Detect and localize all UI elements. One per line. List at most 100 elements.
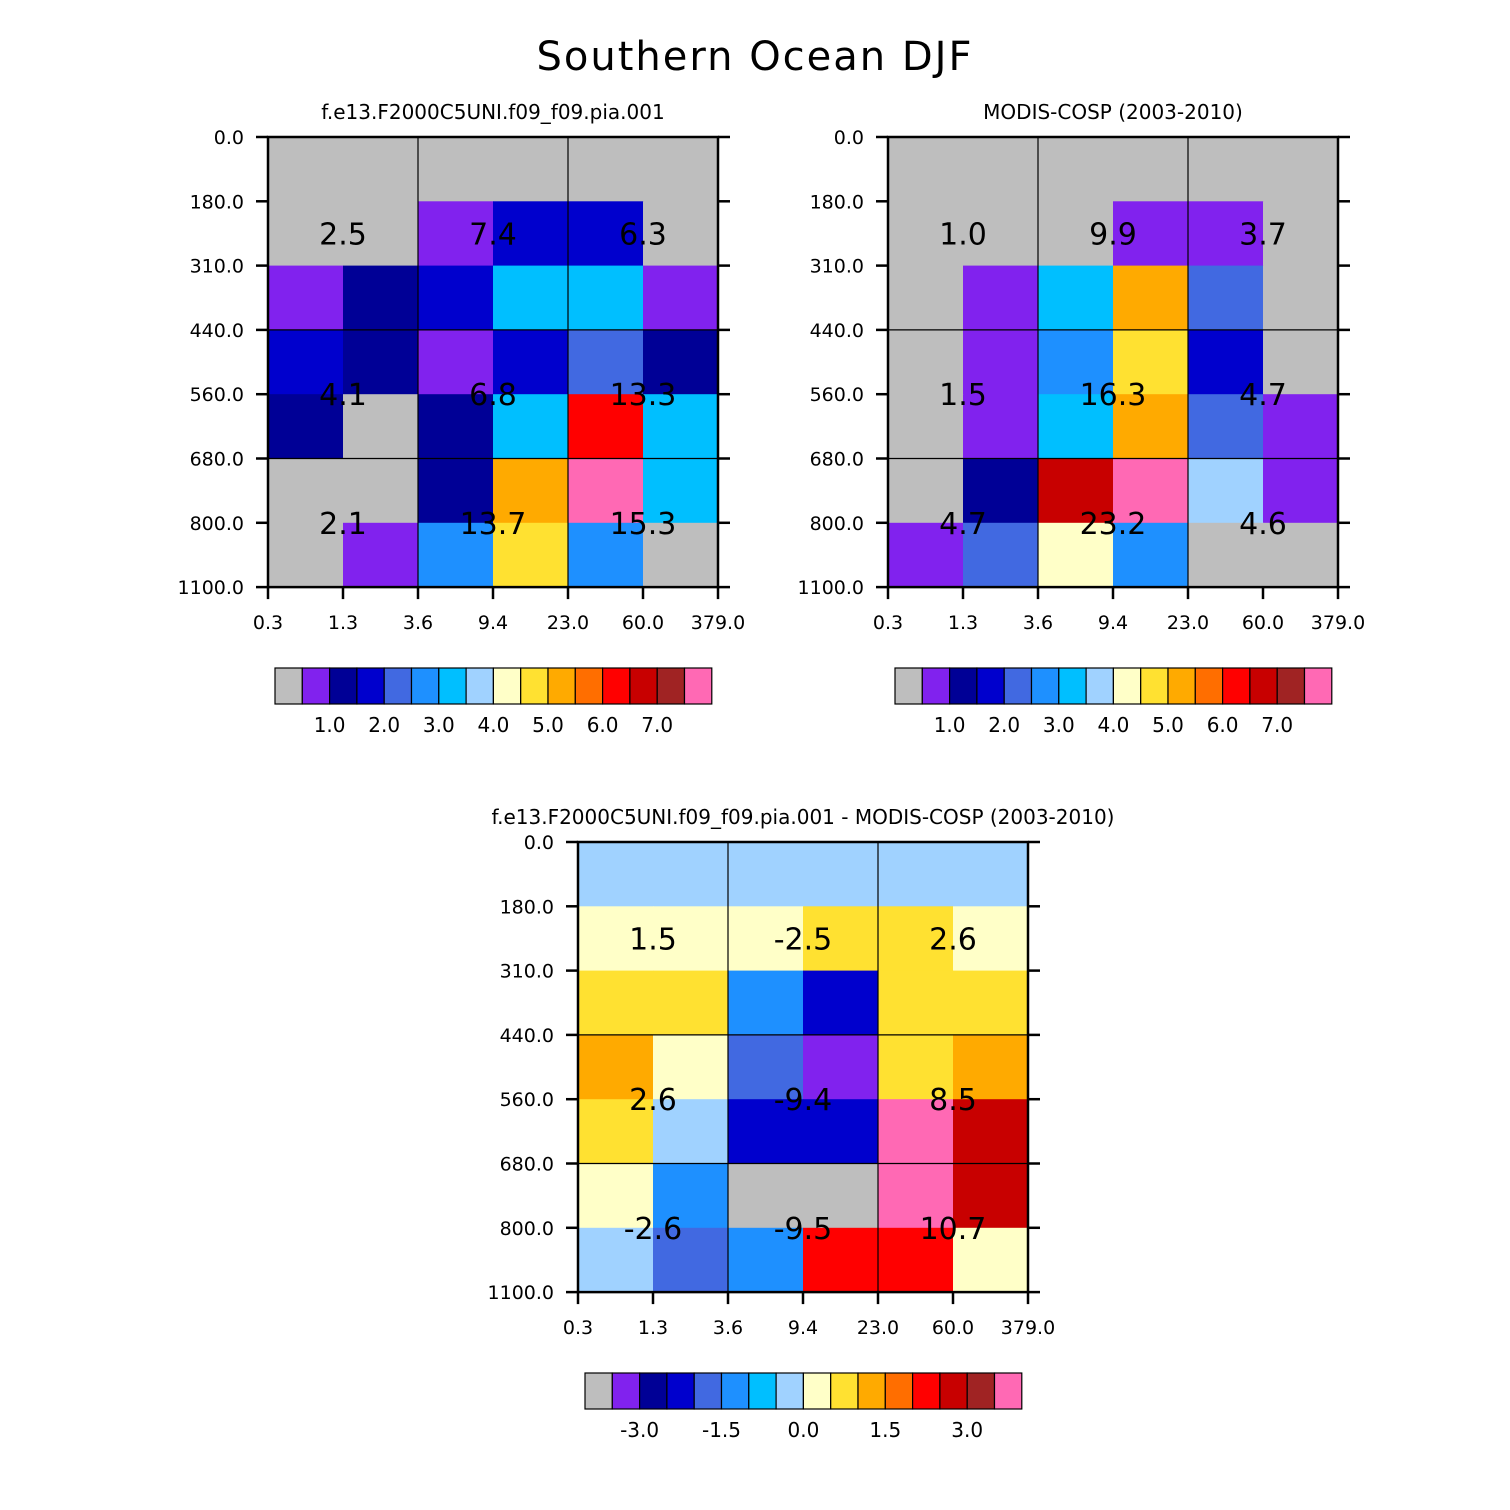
group-value-label: -9.5 xyxy=(774,1212,833,1247)
heatmap-cell xyxy=(728,970,804,1036)
heatmap-cell xyxy=(653,906,729,972)
colorbar-label: 1.5 xyxy=(869,1418,901,1442)
group-value-label: 13.3 xyxy=(610,378,677,413)
heatmap-cell xyxy=(418,522,494,588)
heatmap-cell xyxy=(888,329,964,395)
heatmap-cell xyxy=(803,1163,879,1229)
colorbar-box xyxy=(976,667,1005,705)
y-tick-label: 440.0 xyxy=(500,1025,554,1047)
heatmap-cell xyxy=(953,1034,1029,1100)
panels: f.e13.F2000C5UNI.f09_f09.pia.001 0.0 180.0… xyxy=(178,100,1366,1442)
heatmap-cell xyxy=(1263,137,1339,202)
heatmap-cell xyxy=(268,201,344,267)
colorbar-box xyxy=(492,667,522,705)
heatmap-cell xyxy=(728,906,804,972)
y-tick-label: 310.0 xyxy=(190,256,244,278)
x-tick-label: 1.3 xyxy=(638,1317,668,1339)
group-value-label: 4.7 xyxy=(939,507,987,542)
colorbar-box xyxy=(775,1372,804,1410)
heatmap-cell xyxy=(653,1034,729,1100)
x-tick-label: 60.0 xyxy=(1242,612,1284,634)
heatmap-cell xyxy=(1188,201,1264,267)
y-tick-label: 1100.0 xyxy=(798,577,864,599)
heatmap-cell xyxy=(643,458,719,524)
heatmap-cell xyxy=(953,1163,1029,1229)
heatmap-cell xyxy=(888,265,964,331)
x-tick-label: 60.0 xyxy=(932,1317,974,1339)
heatmap-cell xyxy=(963,329,1039,395)
y-tick-label: 560.0 xyxy=(500,1089,554,1111)
heatmap-cell xyxy=(493,329,569,395)
heatmap-cell xyxy=(1263,329,1339,395)
heatmap-cell xyxy=(878,842,954,907)
group-value-label: 4.1 xyxy=(319,378,367,413)
heatmap-cell xyxy=(1038,201,1114,267)
group-value-label: -2.6 xyxy=(624,1212,683,1247)
heatmap-cell xyxy=(268,394,344,460)
heatmap-cell xyxy=(878,1034,954,1100)
colorbar-box xyxy=(574,667,604,705)
colorbar-box xyxy=(329,667,358,705)
x-tick-label: 1.3 xyxy=(328,612,358,634)
group-value-label: -2.5 xyxy=(774,922,833,957)
heatmap-cell xyxy=(1263,458,1339,524)
heatmap-cell xyxy=(653,1099,729,1165)
y-tick-label: 180.0 xyxy=(190,191,244,213)
heatmap-cell xyxy=(1038,137,1114,202)
colorbar-box xyxy=(720,1372,750,1410)
panel-diff: f.e13.F2000C5UNI.f09_f09.pia.001 - MODIS… xyxy=(488,805,1115,1442)
colorbar-box xyxy=(274,667,303,705)
colorbar-box xyxy=(1276,667,1306,705)
y-tick-label: 0.0 xyxy=(214,127,244,149)
heatmap-cell xyxy=(343,522,419,588)
heatmap-cell xyxy=(578,842,654,907)
colorbar-box xyxy=(601,667,631,705)
heatmap-cell xyxy=(728,1163,804,1229)
group-value-label: 16.3 xyxy=(1080,378,1147,413)
heatmap-cell xyxy=(878,906,954,972)
heatmap-cell xyxy=(653,1227,729,1293)
y-tick-label: 0.0 xyxy=(524,832,554,854)
group-value-label: 4.7 xyxy=(1239,378,1287,413)
group-value-label: 1.5 xyxy=(939,378,987,413)
heatmap-cell xyxy=(1038,394,1114,460)
colorbar-box xyxy=(894,667,923,705)
heatmap-cell xyxy=(343,458,419,524)
heatmap-cell xyxy=(728,1099,804,1165)
colorbar-box xyxy=(547,667,576,705)
heatmap-cell xyxy=(728,1034,804,1100)
colorbar-box xyxy=(666,1372,695,1410)
colorbar-box xyxy=(1303,667,1333,705)
panel-title: f.e13.F2000C5UNI.f09_f09.pia.001 xyxy=(321,100,664,124)
heatmap-cell xyxy=(888,394,964,460)
colorbar-label: 3.0 xyxy=(423,713,455,737)
heatmap-cell xyxy=(803,1099,879,1165)
y-tick-label: 180.0 xyxy=(500,896,554,918)
x-tick-label: 379.0 xyxy=(691,612,745,634)
group-value-label: 7.4 xyxy=(469,217,517,252)
colorbar-box xyxy=(1140,667,1169,705)
heatmap-cell xyxy=(568,137,644,202)
colorbar-label: 7.0 xyxy=(1261,713,1293,737)
group-value-label: 2.1 xyxy=(319,507,367,542)
y-tick-label: 800.0 xyxy=(810,513,864,535)
colorbar-box xyxy=(911,1372,941,1410)
group-value-label: 1.0 xyxy=(939,217,987,252)
colorbar-box xyxy=(1249,667,1278,705)
heatmap-cell xyxy=(493,458,569,524)
group-value-label: 23.2 xyxy=(1080,507,1147,542)
x-tick-label: 23.0 xyxy=(547,612,589,634)
colorbar-box xyxy=(683,667,713,705)
heatmap-cell xyxy=(953,842,1029,907)
colorbar-box xyxy=(1112,667,1142,705)
heatmap-cell xyxy=(963,137,1039,202)
x-tick-label: 60.0 xyxy=(622,612,664,634)
colorbar-label: 2.0 xyxy=(988,713,1020,737)
heatmap-cell xyxy=(578,1034,654,1100)
heatmap-cell xyxy=(1188,458,1264,524)
group-value-label: 2.5 xyxy=(319,217,367,252)
heatmap-cell xyxy=(728,1227,804,1293)
colorbar-box xyxy=(921,667,951,705)
group-value-label: 4.6 xyxy=(1239,507,1287,542)
heatmap-cell xyxy=(1188,522,1264,588)
